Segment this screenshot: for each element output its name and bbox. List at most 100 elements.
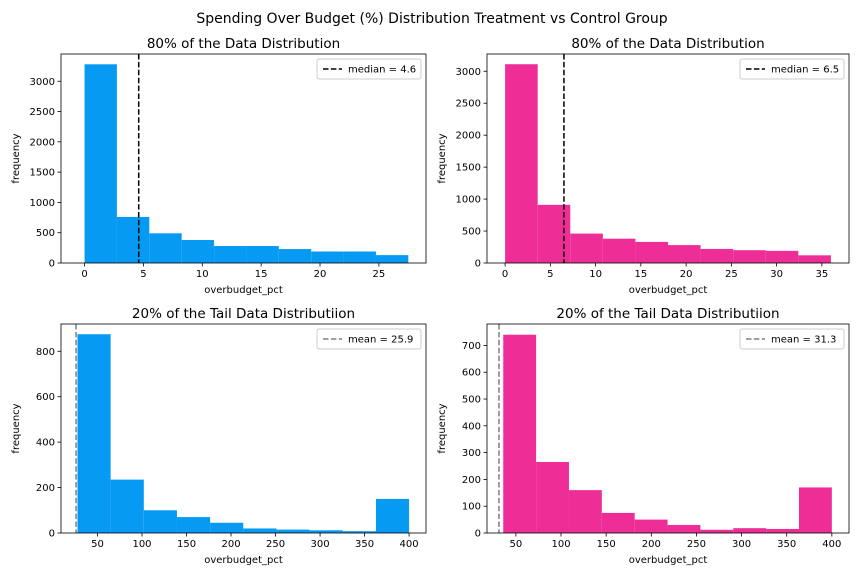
x-axis-label: overbudget_pct — [629, 555, 708, 566]
histogram-bar — [733, 528, 767, 533]
x-tick-label: 25 — [725, 269, 738, 280]
x-tick-label: 100 — [132, 539, 151, 550]
histogram-bar — [667, 524, 701, 533]
x-tick-label: 20 — [680, 269, 693, 280]
histogram-bar — [798, 487, 832, 533]
y-tick-label: 2000 — [456, 131, 481, 142]
y-tick-label: 1500 — [456, 163, 481, 174]
histogram-bar — [733, 250, 766, 263]
histogram-bar — [278, 249, 312, 263]
x-tick-label: 250 — [266, 539, 285, 550]
axes-frame — [60, 323, 427, 534]
y-tick-label: 2500 — [30, 107, 55, 118]
histogram-bar — [766, 528, 799, 533]
histogram-bar — [765, 250, 799, 263]
histogram-bar — [110, 479, 144, 533]
y-tick-label: 600 — [462, 368, 481, 379]
y-tick-label: 1000 — [456, 195, 481, 206]
histogram-bar — [343, 251, 376, 263]
histogram-bar — [276, 529, 310, 533]
y-tick-label: 3000 — [456, 67, 481, 78]
histogram-bar — [84, 64, 117, 263]
legend-box — [316, 58, 422, 80]
y-tick-label: 400 — [462, 421, 481, 432]
x-tick-label: 30 — [770, 269, 783, 280]
histogram-bar — [503, 334, 537, 533]
x-tick-label: 400 — [400, 539, 419, 550]
legend-label: mean = 25.9 — [348, 335, 413, 346]
y-tick-label: 2500 — [456, 99, 481, 110]
histogram-bar — [243, 528, 277, 533]
x-tick-label: 200 — [221, 539, 240, 550]
y-axis-label: frequency — [11, 403, 22, 453]
x-tick-label: 50 — [91, 539, 104, 550]
x-tick-label: 300 — [732, 539, 751, 550]
y-tick-label: 600 — [36, 392, 55, 403]
y-tick-label: 500 — [462, 227, 481, 238]
y-tick-label: 800 — [36, 347, 55, 358]
histogram-bar — [375, 498, 410, 533]
x-axis-label: overbudget_pct — [204, 285, 283, 296]
legend-box — [316, 328, 422, 350]
histogram-bar — [537, 204, 571, 263]
y-tick-label: 200 — [36, 483, 55, 494]
y-axis-label: frequency — [437, 133, 448, 183]
y-tick-label: 700 — [462, 341, 481, 352]
histogram-bar — [311, 251, 344, 263]
histogram-bar — [798, 255, 831, 263]
x-tick-label: 15 — [634, 269, 647, 280]
x-tick-label: 0 — [81, 269, 87, 280]
x-tick-label: 200 — [642, 539, 661, 550]
histogram-bar — [210, 522, 244, 533]
y-axis-label: frequency — [437, 403, 448, 453]
y-tick-label: 2000 — [30, 137, 55, 148]
x-tick-label: 5 — [140, 269, 146, 280]
x-tick-label: 15 — [255, 269, 268, 280]
subplot-3: 50 100 150 200 250 300 350 400 0 200 400 600 800 20% … — [11, 306, 427, 566]
histogram-bar — [668, 245, 701, 263]
histogram-bar — [143, 510, 177, 533]
x-tick-label: 250 — [687, 539, 706, 550]
histogram-bar — [214, 246, 247, 263]
y-tick-label: 0 — [475, 259, 481, 270]
figure-suptitle: Spending Over Budget (%) Distribution Tr… — [196, 11, 667, 27]
y-tick-label: 400 — [36, 438, 55, 449]
y-tick-label: 0 — [49, 259, 55, 270]
subplot-title: 20% of the Tail Data Distributiion — [132, 306, 355, 322]
x-tick-label: 5 — [547, 269, 553, 280]
histogram-bar — [375, 255, 409, 263]
axes-frame — [60, 53, 427, 264]
y-tick-label: 500 — [36, 228, 55, 239]
histogram-bar — [77, 334, 111, 533]
subplot-1: 0 5 10 15 20 25 0 500 1000 1500 2000 2500 3000 80% of… — [11, 36, 427, 296]
subplot-4: 50 100 150 200 250 300 350 400 0 100 200 300 400 500 6… — [437, 306, 850, 566]
y-tick-label: 500 — [462, 395, 481, 406]
subplot-title: 20% of the Tail Data Distributiion — [556, 306, 779, 322]
histogram-bar — [342, 531, 376, 533]
histogram-bar — [601, 512, 635, 533]
y-axis-label: frequency — [11, 133, 22, 183]
histogram-bar — [568, 490, 602, 533]
histogram-bar — [176, 517, 211, 533]
y-tick-label: 0 — [475, 529, 481, 540]
y-tick-label: 0 — [49, 529, 55, 540]
legend-box — [739, 58, 845, 80]
x-tick-label: 400 — [822, 539, 841, 550]
legend-label: mean = 31.3 — [771, 335, 836, 346]
y-tick-label: 100 — [462, 502, 481, 513]
histogram-bar — [700, 248, 734, 263]
x-tick-label: 35 — [815, 269, 828, 280]
histogram-bar — [246, 246, 279, 263]
subplot-title: 80% of the Data Distribution — [147, 36, 340, 52]
x-tick-label: 150 — [177, 539, 196, 550]
y-tick-label: 300 — [462, 448, 481, 459]
histogram-bar — [634, 519, 668, 533]
subplot-2: 0 5 10 15 20 25 30 35 0 500 1000 1500 2000 2500 3000 80… — [437, 36, 850, 296]
x-tick-label: 10 — [196, 269, 209, 280]
histogram-bar — [570, 233, 603, 263]
legend-box — [739, 328, 845, 350]
histogram-bar — [116, 216, 150, 263]
x-axis-label: overbudget_pct — [629, 285, 708, 296]
